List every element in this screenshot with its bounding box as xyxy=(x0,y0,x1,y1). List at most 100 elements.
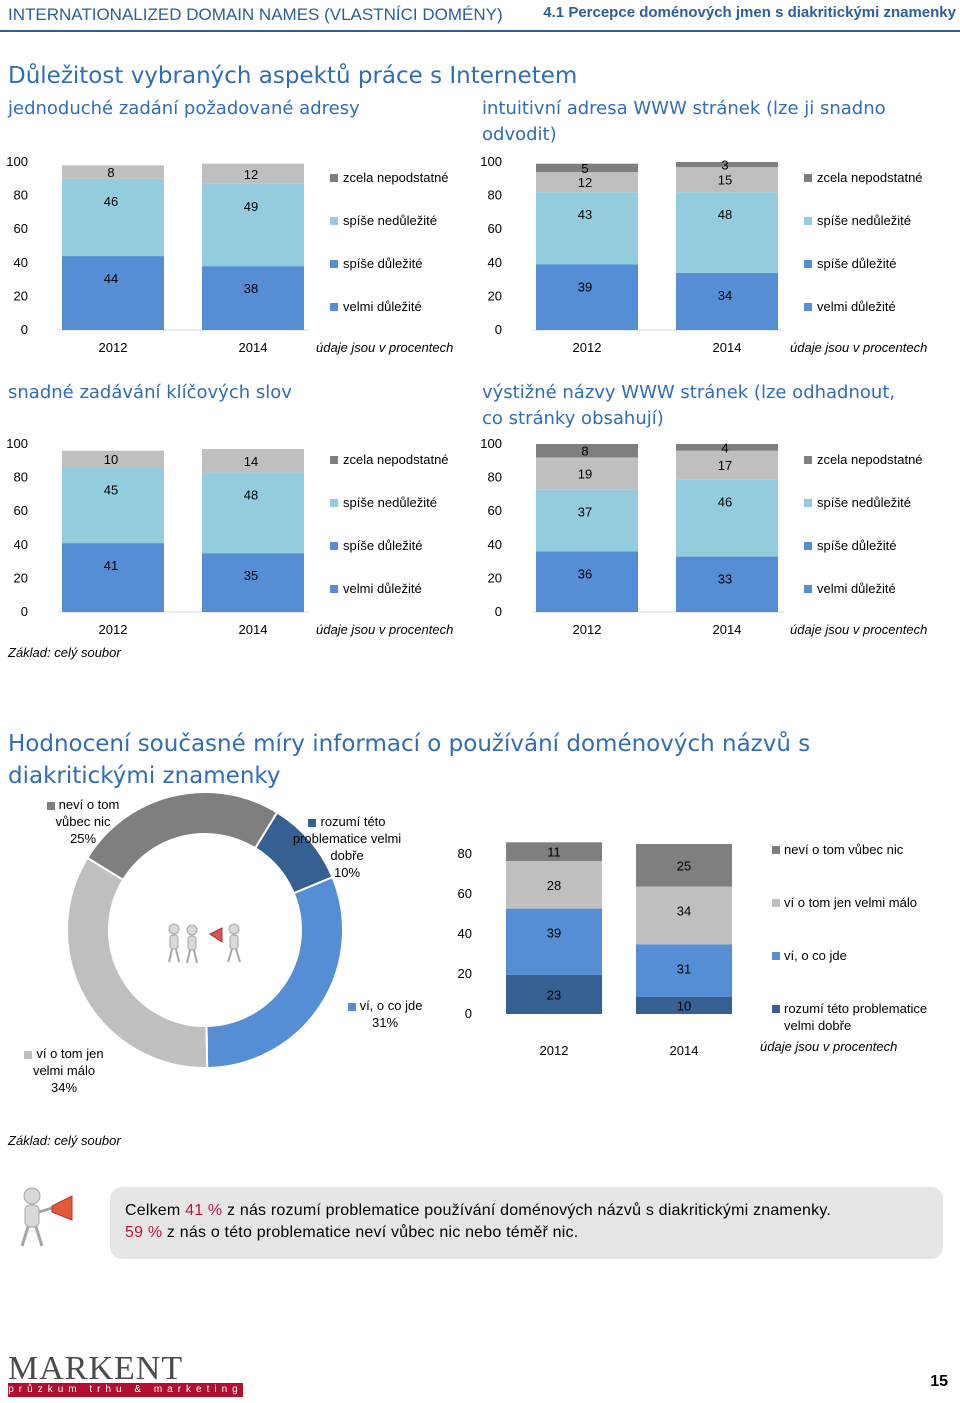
y-tick-label: 20 xyxy=(488,288,502,303)
legend-label: zcela nepodstatné xyxy=(343,170,449,185)
y-tick-label: 0 xyxy=(21,322,28,337)
page-number: 15 xyxy=(930,1373,948,1390)
legend-swatch xyxy=(804,303,812,311)
bar-segment xyxy=(506,908,602,975)
bar-segment xyxy=(202,163,304,184)
legend-swatch xyxy=(330,542,338,550)
bar-segment xyxy=(676,272,778,330)
bar-value-label: 17 xyxy=(718,458,732,473)
bar-value-label: 4 xyxy=(721,440,728,455)
legend-swatch xyxy=(804,499,812,507)
legend-label: velmi důležité xyxy=(343,581,422,596)
legend-label: spíše nedůležité xyxy=(817,213,911,228)
bar-segment xyxy=(536,489,638,552)
y-tick-label: 40 xyxy=(488,537,502,552)
donut-slice xyxy=(66,856,209,1069)
chart-note: údaje jsou v procentech xyxy=(316,622,453,637)
chart-note: údaje jsou v procentech xyxy=(760,1039,897,1054)
x-tick-label: 2014 xyxy=(239,340,268,355)
bar-value-label: 10 xyxy=(677,999,691,1014)
donut-slice xyxy=(205,875,344,1069)
pie-label-co: ví, o co jde 31% xyxy=(340,997,430,1031)
bar-segment xyxy=(676,192,778,273)
legend-swatch xyxy=(804,260,812,268)
legend-swatch xyxy=(330,499,338,507)
legend-label: spíše nedůležité xyxy=(343,213,437,228)
summary-value-41: 41 % xyxy=(185,1202,223,1219)
bar-value-label: 8 xyxy=(581,444,588,459)
x-tick-label: 2012 xyxy=(540,1043,569,1058)
y-tick-label: 20 xyxy=(14,288,28,303)
markent-logo: MARKENT xyxy=(8,1350,184,1387)
bar-segment xyxy=(202,553,304,612)
legend-swatch xyxy=(330,217,338,225)
bar-segment xyxy=(676,444,778,451)
y-tick-label: 80 xyxy=(14,188,28,203)
summary-value-59: 59 % xyxy=(125,1224,163,1241)
bar-segment xyxy=(536,264,638,330)
y-tick-label: 40 xyxy=(458,926,472,941)
legend-label: spíše důležité xyxy=(343,256,423,271)
pie-label-neni: neví o tom vůbec nic 25% xyxy=(38,796,128,847)
bar-value-label: 3 xyxy=(721,158,728,173)
chart-note: údaje jsou v procentech xyxy=(790,340,927,355)
bar-segment xyxy=(506,974,602,1014)
bar-segment xyxy=(676,479,778,557)
bar-segment xyxy=(62,543,164,612)
bar-value-label: 37 xyxy=(578,504,592,519)
chart6: 0 20 40 60 80 100 23 39 28 11 2012 10 31 34 25 2014 neví… xyxy=(450,820,927,1058)
legend-label: rozumí této problematice velmi dobře xyxy=(784,1001,927,1033)
pie-legend-jen-swatch xyxy=(24,1050,33,1059)
chart-note: údaje jsou v procentech xyxy=(316,340,453,355)
bar-segment xyxy=(536,444,638,458)
x-tick-label: 2014 xyxy=(239,622,268,637)
bar-value-label: 28 xyxy=(547,878,561,893)
chart4-title: výstižné názvy WWW stránek (lze odhadnou… xyxy=(482,382,896,429)
legend-swatch xyxy=(772,1005,780,1013)
y-tick-label: 0 xyxy=(21,604,28,619)
y-tick-label: 100 xyxy=(480,436,502,451)
bar-value-label: 45 xyxy=(104,483,118,498)
y-tick-label: 100 xyxy=(6,154,28,169)
y-tick-label: 40 xyxy=(488,255,502,270)
legend-swatch xyxy=(804,174,812,182)
y-tick-label: 60 xyxy=(14,221,28,236)
legend-label: velmi důležité xyxy=(817,581,896,596)
pie-label-jen: ví o tom jen velmi málo 34% xyxy=(14,1045,114,1096)
bar-value-label: 15 xyxy=(718,173,732,188)
legend-label: velmi důležité xyxy=(817,299,896,314)
bar-segment xyxy=(536,163,638,173)
y-tick-label: 60 xyxy=(458,886,472,901)
y-tick-label: 0 xyxy=(495,322,502,337)
bar-value-label: 31 xyxy=(677,961,691,976)
legend-swatch xyxy=(330,456,338,464)
legend-label: zcela nepodstatné xyxy=(817,170,923,185)
y-tick-label: 20 xyxy=(488,570,502,585)
pie-legend-rozumi-swatch xyxy=(308,818,317,827)
y-tick-label: 40 xyxy=(14,537,28,552)
bar-segment xyxy=(202,266,304,330)
donut-slice xyxy=(85,791,279,882)
bar-segment xyxy=(536,551,638,612)
legend-swatch xyxy=(772,846,780,854)
y-tick-label: 80 xyxy=(488,470,502,485)
x-tick-label: 2014 xyxy=(670,1043,699,1058)
chart1-title: jednoduché zadání požadované adresy xyxy=(8,98,360,119)
bar-value-label: 11 xyxy=(547,845,561,860)
bar-value-label: 39 xyxy=(547,926,561,941)
bar-segment xyxy=(676,450,778,480)
legend-label: spíše nedůležité xyxy=(343,495,437,510)
bar-segment xyxy=(202,449,304,473)
summary-callout: Celkem 41 % z nás rozumí problematice po… xyxy=(110,1187,943,1259)
donut-chart xyxy=(66,791,344,1069)
header-chapter-title: 4.1 Percepce doménových jmen s diakritic… xyxy=(543,4,956,21)
legend-label: zcela nepodstatné xyxy=(817,452,923,467)
bar-segment xyxy=(506,861,602,909)
legend-label: zcela nepodstatné xyxy=(343,452,449,467)
legend-swatch xyxy=(330,585,338,593)
bar-value-label: 35 xyxy=(244,568,258,583)
legend-label: ví o tom jen velmi málo xyxy=(784,895,917,910)
bar-value-label: 8 xyxy=(107,165,114,180)
bar-value-label: 38 xyxy=(244,281,258,296)
x-tick-label: 2014 xyxy=(713,622,742,637)
